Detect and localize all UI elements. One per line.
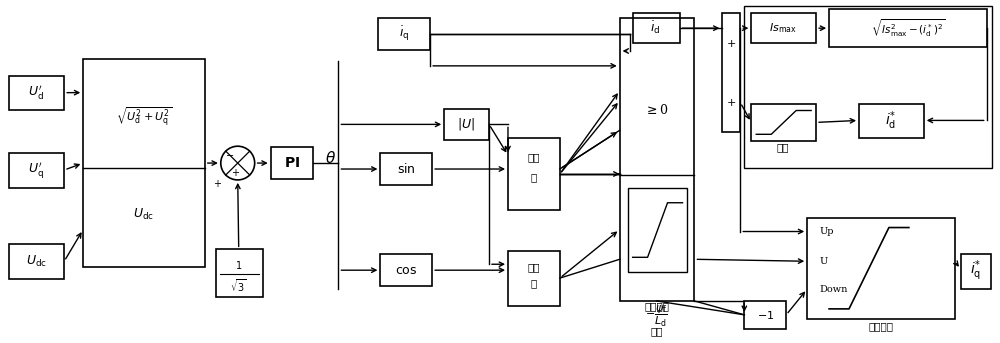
Text: $\sqrt{Is_{\rm max}^2-(i_{\rm d}^*)^2}$: $\sqrt{Is_{\rm max}^2-(i_{\rm d}^*)^2}$	[871, 17, 945, 39]
Bar	[859, 104, 924, 138]
Text: $\sqrt{U_{\rm d}^2+U_{\rm q}^2}$: $\sqrt{U_{\rm d}^2+U_{\rm q}^2}$	[116, 106, 172, 129]
Text: 限幅: 限幅	[777, 143, 789, 152]
Bar	[628, 188, 687, 272]
Bar	[751, 13, 816, 43]
Bar	[633, 13, 680, 43]
Text: $\geq$0: $\geq$0	[644, 104, 669, 118]
Text: $+$: $+$	[726, 97, 736, 108]
Text: 器: 器	[531, 174, 537, 182]
Bar	[751, 104, 816, 141]
Bar	[722, 13, 740, 132]
Bar	[961, 254, 991, 289]
Bar	[829, 9, 987, 47]
Bar	[271, 147, 313, 179]
Text: $U_{\rm d}^{\prime}$: $U_{\rm d}^{\prime}$	[28, 84, 44, 102]
Text: $\rm sin$: $\rm sin$	[397, 162, 416, 176]
Bar	[744, 7, 992, 168]
Text: $+$: $+$	[213, 178, 222, 189]
Bar	[9, 245, 64, 279]
Bar	[380, 254, 432, 286]
Text: $1$: $1$	[235, 259, 242, 271]
Bar	[807, 217, 955, 319]
Bar	[380, 153, 432, 185]
Bar	[9, 76, 64, 110]
Text: $\sqrt{3}$: $\sqrt{3}$	[230, 278, 247, 294]
Bar	[508, 138, 560, 210]
Text: Up: Up	[819, 227, 834, 236]
Bar	[620, 18, 694, 301]
Text: 选择开关: 选择开关	[644, 303, 669, 311]
Text: $-\dfrac{\psi_{\rm f}}{L_{\rm d}}$: $-\dfrac{\psi_{\rm f}}{L_{\rm d}}$	[645, 304, 668, 329]
Bar	[216, 249, 263, 297]
Bar	[378, 18, 430, 50]
Text: $+$: $+$	[726, 37, 736, 49]
Text: $+$: $+$	[231, 167, 240, 178]
Text: 乘法: 乘法	[528, 263, 540, 272]
Text: 器: 器	[531, 280, 537, 288]
Bar	[9, 153, 64, 188]
Text: $U_{\rm dc}$: $U_{\rm dc}$	[133, 207, 154, 222]
Bar	[508, 251, 560, 306]
Text: $\dot{\imath}_{\rm d}$: $\dot{\imath}_{\rm d}$	[650, 20, 661, 36]
Text: $-1$: $-1$	[757, 309, 774, 321]
Text: $\theta$: $\theta$	[325, 150, 336, 166]
Bar	[744, 301, 786, 329]
Text: $U_{\rm dc}$: $U_{\rm dc}$	[26, 254, 47, 269]
Bar	[83, 59, 205, 267]
Text: Down: Down	[819, 285, 847, 294]
Text: 限幅: 限幅	[650, 327, 663, 336]
Text: $\dot{\imath}_{\rm q}$: $\dot{\imath}_{\rm q}$	[399, 25, 409, 44]
Text: $|U|$: $|U|$	[457, 116, 475, 132]
Text: $-$: $-$	[225, 150, 234, 159]
Text: $i_{\rm d}^{*}$: $i_{\rm d}^{*}$	[885, 109, 897, 132]
Text: 动态限幅: 动态限幅	[868, 322, 893, 331]
Bar	[444, 108, 489, 140]
Text: $i_{\rm q}^{*}$: $i_{\rm q}^{*}$	[970, 259, 981, 283]
Text: $\rm cos$: $\rm cos$	[395, 264, 417, 277]
Text: $\mathbf{PI}$: $\mathbf{PI}$	[284, 156, 300, 170]
Text: 乘法: 乘法	[528, 154, 540, 163]
Text: $Is_{\rm max}$: $Is_{\rm max}$	[769, 21, 797, 35]
Text: U: U	[819, 257, 827, 266]
Text: $U_{\rm q}^{\prime}$: $U_{\rm q}^{\prime}$	[28, 160, 44, 180]
